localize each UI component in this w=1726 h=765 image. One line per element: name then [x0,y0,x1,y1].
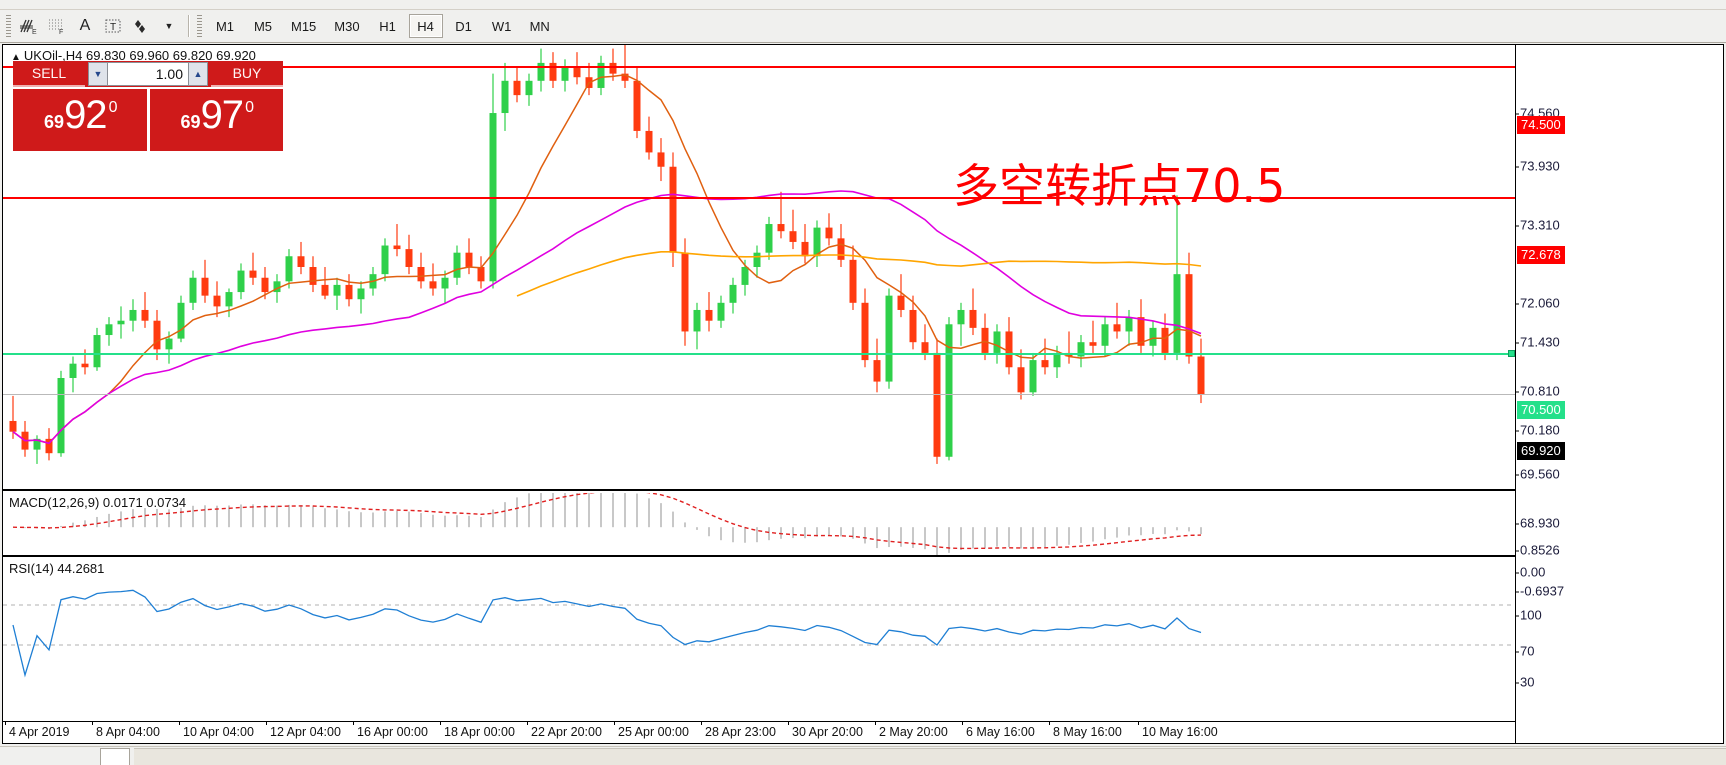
symbol-ohlc-line: ▲ UKOil-,H4 69.830 69.960 69.820 69.920 [11,48,256,63]
buy-price-main: 97 [200,93,244,137]
time-tick: 12 Apr 04:00 [266,721,341,739]
timeframe-grip[interactable] [197,15,202,37]
time-tick: 16 Apr 00:00 [353,721,428,739]
timeframe-button-m30[interactable]: M30 [334,18,360,34]
svg-text:F: F [59,29,63,35]
oct-price-row: 69 92 0 69 97 0 [13,89,283,151]
timeframe-button-m15[interactable]: M15 [291,18,317,34]
shapes-icon[interactable] [128,13,154,39]
price-tick: 71.430 [1515,334,1560,350]
macd-tick: 0.8526 [1515,542,1560,558]
price-level-label[interactable]: 72.678 [1517,246,1565,264]
time-tick: 8 Apr 04:00 [92,721,160,739]
text-label-icon[interactable]: T [100,13,126,39]
grid-icon[interactable]: F [44,13,70,39]
resistance-line-74500[interactable] [3,66,1515,69]
toolbar-row-top [0,0,1726,10]
timeframe-button-h1[interactable]: H1 [379,18,396,34]
chevron-down-icon[interactable]: ▼ [164,21,174,31]
timeframe-button-w1[interactable]: W1 [491,18,512,34]
timeframe-button-h4[interactable]: H4 [408,14,443,38]
timeframe-button-mn[interactable]: MN [529,18,550,34]
timeframe-bar: M1 M5 M15 M30 H1 H4 D1 W1 MN [206,14,559,38]
sell-price-sup: 0 [108,99,118,116]
time-tick: 25 Apr 00:00 [614,721,689,739]
indicators-icon[interactable]: E [16,13,42,39]
toolbar-divider [188,15,190,37]
buy-price-prefix: 69 [180,112,201,132]
text-icon[interactable]: A [79,17,91,34]
macd-label: MACD(12,26,9) 0.0171 0.0734 [9,495,187,510]
svg-text:T: T [110,22,116,33]
price-tick: 69.560 [1515,466,1560,482]
support-line-70500[interactable] [3,352,1515,355]
macd-pane[interactable]: MACD(12,26,9) 0.0171 0.0734 [3,493,1515,555]
time-tick: 18 Apr 00:00 [440,721,515,739]
time-axis[interactable]: 4 Apr 2019 8 Apr 04:00 10 Apr 04:00 12 Apr … [3,721,1515,743]
time-tick: 28 Apr 23:00 [701,721,776,739]
price-level-label[interactable]: 70.500 [1517,401,1565,419]
symbol-ohlc-text: UKOil-,H4 69.830 69.960 69.820 69.920 [23,48,256,63]
status-bar [0,746,1726,765]
chart-annotation-text: 多空转折点70.5 [953,159,1286,213]
rsi-canvas [3,589,1515,678]
volume-field-wrap: ▼ 1.00 ▲ [85,61,211,87]
macd-canvas [12,493,1202,555]
time-tick: 30 Apr 20:00 [788,721,863,739]
status-area [134,747,1726,765]
sell-button[interactable]: SELL [13,61,85,87]
price-tick: 73.310 [1515,217,1560,233]
collapse-arrow-icon[interactable]: ▲ [11,52,21,63]
volume-up-button[interactable]: ▲ [188,62,208,86]
pane-separator-2 [3,555,1723,557]
price-tick: 70.810 [1515,383,1560,399]
sell-price[interactable]: 69 92 0 [13,89,147,151]
volume-down-button[interactable]: ▼ [88,62,108,86]
buy-price-sup: 0 [245,99,254,116]
price-axis[interactable]: 74.560 73.930 73.310 72.060 71.430 70.810 70.1… [1514,45,1723,743]
chart-tab[interactable] [100,747,130,765]
timeframe-button-m1[interactable]: M1 [215,18,235,34]
price-tick: 73.930 [1515,158,1560,174]
toolbar-grip[interactable] [6,15,11,37]
pane-gap-1 [3,491,1723,492]
pane-separator-1 [3,489,1723,491]
rsi-label: RSI(14) 44.2681 [9,561,105,576]
resistance-line-72678[interactable] [3,196,1515,199]
oct-top-row: SELL ▼ 1.00 ▲ BUY [13,61,283,87]
time-tick: 22 Apr 20:00 [527,721,602,739]
time-tick: 10 May 16:00 [1138,721,1218,739]
rsi-tick: 30 [1514,674,1535,690]
one-click-trading-panel[interactable]: SELL ▼ 1.00 ▲ BUY 69 92 0 69 97 0 [13,61,283,151]
drawing-toolbar: E F A T [0,10,1726,43]
support-line-handle[interactable] [1508,349,1515,357]
macd-tick: -0.6937 [1514,583,1565,599]
volume-input[interactable]: 1.00 [108,62,188,86]
price-level-label[interactable]: 74.500 [1517,116,1565,134]
rsi-tick: 70 [1514,643,1535,659]
current-price-line [3,394,1515,396]
rsi-pane[interactable]: RSI(14) 44.2681 [3,559,1515,679]
sell-price-main: 92 [64,93,107,137]
macd-tick: 0.00 [1514,564,1546,580]
time-tick: 2 May 20:00 [875,721,948,739]
chart-frame[interactable]: 多空转折点70.5 MACD(12,26,9) 0.0171 0.0734 RS… [2,44,1724,744]
price-tick: 68.930 [1515,515,1560,531]
time-tick: 10 Apr 04:00 [179,721,254,739]
price-tick: 72.060 [1515,295,1560,311]
sell-price-prefix: 69 [44,112,65,132]
buy-price[interactable]: 69 97 0 [149,89,283,151]
rsi-tick: 100 [1515,607,1542,623]
timeframe-button-d1[interactable]: D1 [455,18,472,34]
svg-text:E: E [32,29,37,35]
buy-button[interactable]: BUY [211,61,283,87]
time-tick: 4 Apr 2019 [4,721,70,739]
time-tick: 6 May 16:00 [962,721,1035,739]
price-level-label[interactable]: 69.920 [1517,442,1565,460]
pane-gap-2 [3,557,1723,558]
timeframe-button-m5[interactable]: M5 [253,18,273,34]
price-tick: 70.180 [1515,422,1560,438]
time-tick: 8 May 16:00 [1049,721,1122,739]
